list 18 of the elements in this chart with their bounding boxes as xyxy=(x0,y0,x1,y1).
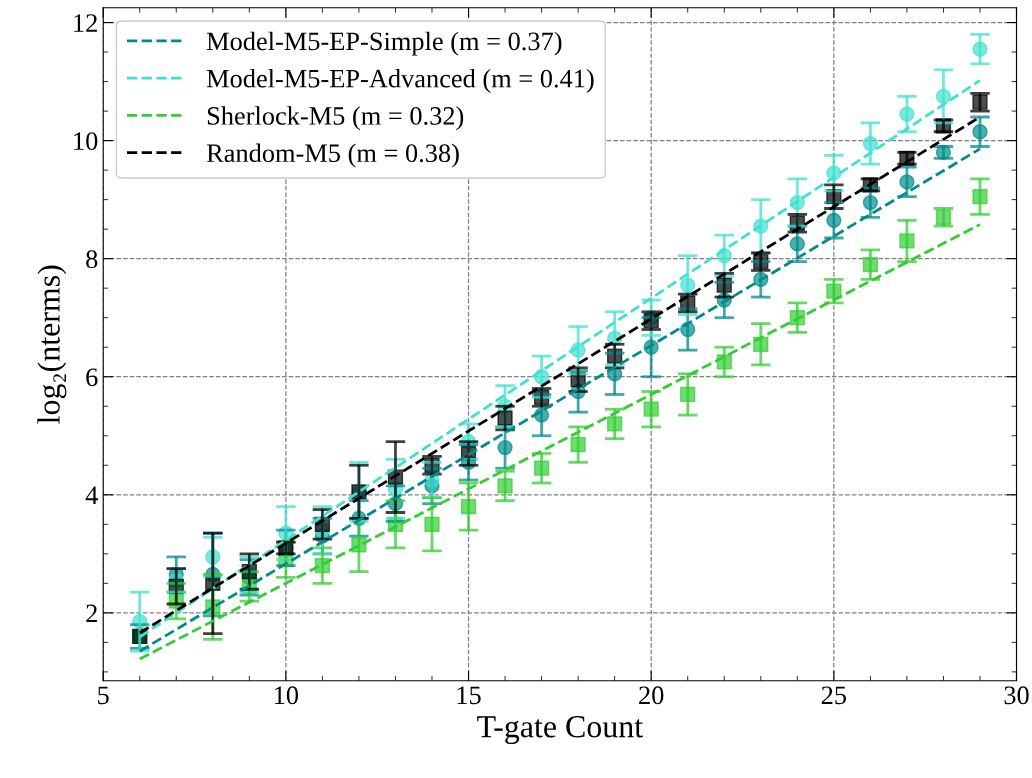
legend-label: Model-M5-EP-Advanced (m = 0.41) xyxy=(206,68,594,93)
y-tick-label: 12 xyxy=(74,14,97,32)
x-tick-label: 20 xyxy=(639,686,664,705)
x-tick-label: 25 xyxy=(821,686,847,705)
legend-label: Model-M5-EP-Simple (m = 0.37) xyxy=(206,31,562,56)
y-axis-title: log₂(nterms) xyxy=(37,265,67,424)
legend-label: Random-M5 (m = 0.38) xyxy=(206,143,459,168)
y-tick-label: 10 xyxy=(74,132,98,151)
y-tick-label: 8 xyxy=(86,250,98,269)
y-tick-label: 4 xyxy=(85,486,98,504)
x-tick-label: 30 xyxy=(1004,686,1029,705)
y-tick-label: 2 xyxy=(86,604,97,623)
x-tick-label: 15 xyxy=(457,686,481,705)
y-tick-label: 6 xyxy=(86,368,98,387)
x-axis-title: T-gate Count xyxy=(477,716,643,745)
legend-label: Sherlock-M5 (m = 0.32) xyxy=(207,106,464,131)
x-tick-label: 5 xyxy=(98,686,109,705)
x-tick-label: 10 xyxy=(274,686,299,705)
